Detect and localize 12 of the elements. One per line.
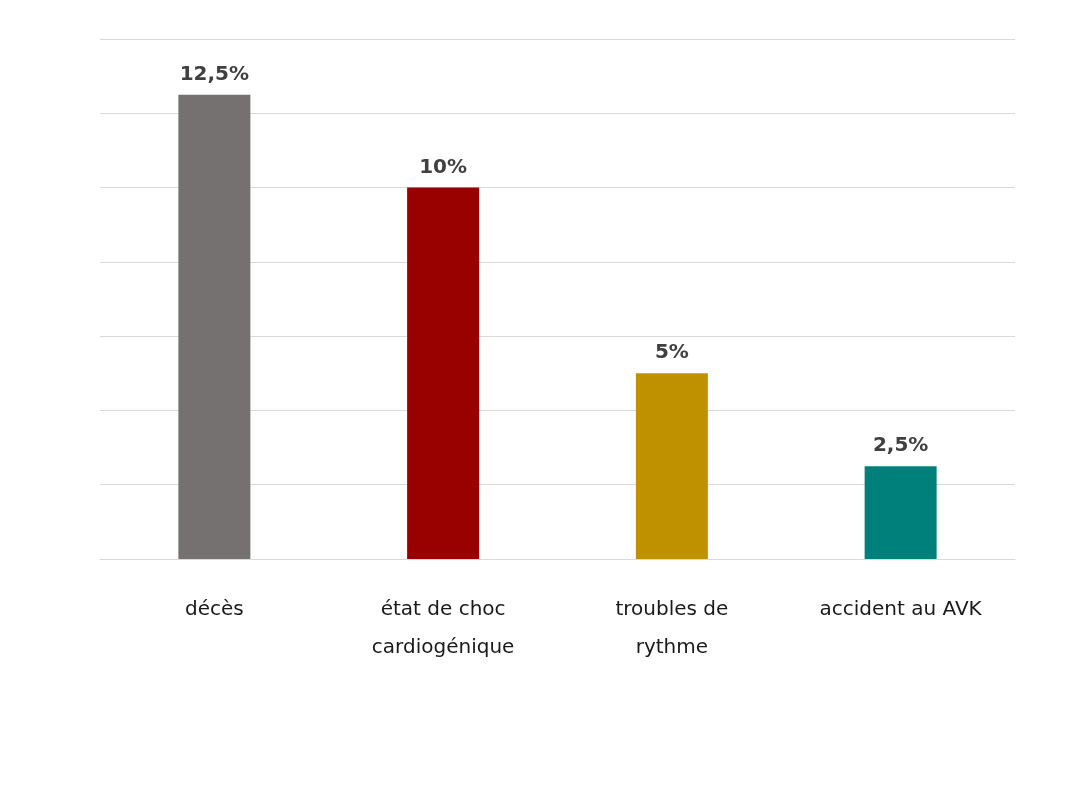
bar bbox=[407, 187, 480, 559]
bar bbox=[864, 466, 937, 559]
data-label: 12,5% bbox=[179, 60, 250, 85]
x-tick-label: décès bbox=[185, 596, 244, 620]
data-label: 10% bbox=[419, 153, 468, 178]
data-label: 5% bbox=[654, 339, 689, 364]
data-label: 2,5% bbox=[872, 432, 929, 457]
x-tick-label: troubles de rythme bbox=[615, 596, 729, 658]
x-tick-label: état de choc cardiogénique bbox=[371, 596, 515, 658]
bar bbox=[178, 94, 251, 559]
x-tick-label: accident au AVK bbox=[819, 596, 983, 620]
bar bbox=[635, 373, 708, 559]
